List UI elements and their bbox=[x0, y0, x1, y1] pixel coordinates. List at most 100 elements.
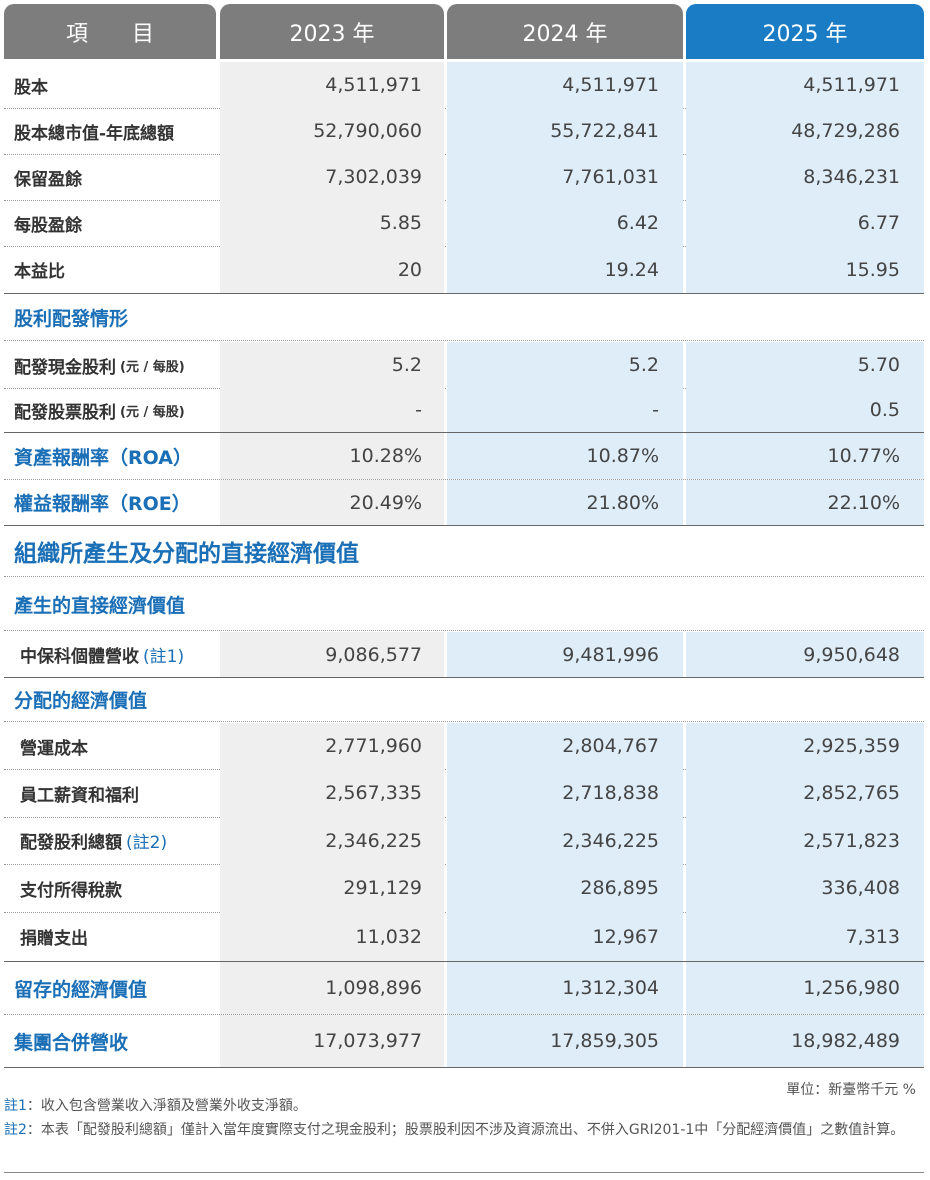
header-2025: 2025 年 bbox=[686, 4, 924, 59]
row-label: 配發股利總額 (註2) bbox=[4, 817, 216, 864]
value-2025: 15.95 bbox=[686, 246, 924, 293]
table-row: 股本 4,511,971 4,511,971 4,511,971 bbox=[4, 62, 924, 109]
value-2024: 286,895 bbox=[447, 864, 683, 912]
value-2023: 17,073,977 bbox=[220, 1015, 444, 1067]
row-label: 配發股票股利 (元 / 每股) bbox=[4, 388, 216, 432]
row-label-roa: 資產報酬率（ROA） bbox=[14, 446, 192, 469]
value-2023: 2,346,225 bbox=[220, 817, 444, 864]
value-2025: 5.70 bbox=[686, 342, 924, 388]
value-2024: 19.24 bbox=[447, 246, 683, 293]
row-label: 每股盈餘 bbox=[14, 215, 82, 236]
row-label: 員工薪資和福利 bbox=[20, 785, 139, 806]
value-2025: 2,571,823 bbox=[686, 817, 924, 864]
row-label: 股本總市值-年底總額 bbox=[14, 123, 175, 144]
footnote-tag: 註2 bbox=[4, 1122, 27, 1138]
value-2024: 9,481,996 bbox=[447, 632, 683, 677]
footnote-tag: 註1 bbox=[4, 1098, 27, 1114]
table-row: 配發現金股利 (元 / 每股) 5.2 5.2 5.70 bbox=[4, 342, 924, 389]
value-2023: 7,302,039 bbox=[220, 154, 444, 200]
value-2025: 4,511,971 bbox=[686, 62, 924, 108]
value-2025: 8,346,231 bbox=[686, 154, 924, 200]
row-label-text: 配發現金股利 bbox=[14, 357, 116, 378]
row-label-unit: (元 / 每股) bbox=[120, 404, 185, 420]
note-ref: (註2) bbox=[126, 833, 168, 853]
bottom-divider bbox=[4, 1172, 924, 1173]
table-row: 留存的經濟價值 1,098,896 1,312,304 1,256,980 bbox=[4, 962, 924, 1015]
section-economic-value-title: 組織所產生及分配的直接經濟價值 bbox=[4, 526, 924, 577]
value-2024: - bbox=[447, 388, 683, 432]
table-row: 每股盈餘 5.85 6.42 6.77 bbox=[4, 200, 924, 247]
table-row: 資產報酬率（ROA） 10.28% 10.87% 10.77% bbox=[4, 433, 924, 480]
value-2024: 5.2 bbox=[447, 342, 683, 388]
value-2024: 17,859,305 bbox=[447, 1015, 683, 1067]
row-label-text: 中保科個體營收 bbox=[20, 647, 139, 667]
value-2023: 2,567,335 bbox=[220, 769, 444, 817]
value-2024: 21.80% bbox=[447, 480, 683, 525]
table-row: 股本總市值-年底總額 52,790,060 55,722,841 48,729,… bbox=[4, 108, 924, 155]
row-label: 中保科個體營收 (註1) bbox=[4, 632, 216, 677]
footnote-1: 註1：收入包含營業收入淨額及營業外收支淨額。 bbox=[4, 1094, 919, 1118]
value-2024: 55,722,841 bbox=[447, 108, 683, 154]
table-row: 捐贈支出 11,032 12,967 7,313 bbox=[4, 912, 924, 962]
value-2023: 11,032 bbox=[220, 912, 444, 961]
section-generated-title: 產生的直接經濟價值 bbox=[4, 578, 924, 631]
value-2025: 6.77 bbox=[686, 200, 924, 246]
footnote-text: ：收入包含營業收入淨額及營業外收支淨額。 bbox=[26, 1098, 307, 1114]
value-2025: 7,313 bbox=[686, 912, 924, 961]
value-2025: 336,408 bbox=[686, 864, 924, 912]
table-row: 配發股利總額 (註2) 2,346,225 2,346,225 2,571,82… bbox=[4, 817, 924, 865]
row-label-text: 配發股票股利 bbox=[14, 402, 116, 423]
value-2024: 4,511,971 bbox=[447, 62, 683, 108]
value-2025: 10.77% bbox=[686, 433, 924, 479]
row-label: 捐贈支出 bbox=[20, 929, 88, 949]
value-2025: 0.5 bbox=[686, 388, 924, 432]
row-label: 配發現金股利 (元 / 每股) bbox=[4, 342, 216, 388]
value-2023: 20 bbox=[220, 246, 444, 293]
value-2023: 20.49% bbox=[220, 480, 444, 525]
unit-label: 單位：新臺幣千元 % bbox=[786, 1082, 916, 1098]
value-2023: 291,129 bbox=[220, 864, 444, 912]
section-distributed-title: 分配的經濟價值 bbox=[4, 678, 924, 722]
row-label: 支付所得稅款 bbox=[20, 880, 122, 901]
value-2025: 2,925,359 bbox=[686, 723, 924, 769]
value-2023: 2,771,960 bbox=[220, 723, 444, 769]
table-row: 權益報酬率（ROE） 20.49% 21.80% 22.10% bbox=[4, 480, 924, 526]
table-row: 營運成本 2,771,960 2,804,767 2,925,359 bbox=[4, 723, 924, 770]
table-row: 員工薪資和福利 2,567,335 2,718,838 2,852,765 bbox=[4, 769, 924, 818]
value-2023: 5.85 bbox=[220, 200, 444, 246]
value-2024: 2,804,767 bbox=[447, 723, 683, 769]
table-row: 中保科個體營收 (註1) 9,086,577 9,481,996 9,950,6… bbox=[4, 632, 924, 678]
value-2025: 48,729,286 bbox=[686, 108, 924, 154]
row-label-unit: (元 / 每股) bbox=[120, 359, 185, 375]
row-label: 本益比 bbox=[14, 262, 65, 282]
row-label-consolidated: 集團合併營收 bbox=[14, 1031, 129, 1054]
footnote-2: 註2：本表「配發股利總額」僅計入當年度實際支付之現金股利；股票股利因不涉及資源流… bbox=[4, 1118, 919, 1142]
header-2024: 2024 年 bbox=[447, 4, 683, 59]
value-2023: 9,086,577 bbox=[220, 632, 444, 677]
value-2025: 2,852,765 bbox=[686, 769, 924, 817]
value-2024: 2,346,225 bbox=[447, 817, 683, 864]
value-2024: 6.42 bbox=[447, 200, 683, 246]
table-row: 本益比 20 19.24 15.95 bbox=[4, 246, 924, 294]
row-label-text: 配發股利總額 bbox=[20, 833, 122, 853]
value-2024: 12,967 bbox=[447, 912, 683, 961]
section-dividend-title: 股利配發情形 bbox=[4, 294, 924, 341]
value-2023: 10.28% bbox=[220, 433, 444, 479]
value-2025: 9,950,648 bbox=[686, 632, 924, 677]
table-row: 配發股票股利 (元 / 每股) - - 0.5 bbox=[4, 388, 924, 433]
value-2023: 5.2 bbox=[220, 342, 444, 388]
value-2025: 1,256,980 bbox=[686, 962, 924, 1014]
value-2025: 18,982,489 bbox=[686, 1015, 924, 1067]
header-item: 項 目 bbox=[4, 4, 216, 59]
value-2024: 10.87% bbox=[447, 433, 683, 479]
table-row: 保留盈餘 7,302,039 7,761,031 8,346,231 bbox=[4, 154, 924, 201]
value-2024: 2,718,838 bbox=[447, 769, 683, 817]
value-2023: - bbox=[220, 388, 444, 432]
table-row: 支付所得稅款 291,129 286,895 336,408 bbox=[4, 864, 924, 913]
value-2023: 52,790,060 bbox=[220, 108, 444, 154]
row-label: 保留盈餘 bbox=[14, 169, 82, 190]
row-label: 營運成本 bbox=[20, 738, 88, 759]
note-ref: (註1) bbox=[143, 647, 185, 667]
value-2023: 4,511,971 bbox=[220, 62, 444, 108]
value-2023: 1,098,896 bbox=[220, 962, 444, 1014]
